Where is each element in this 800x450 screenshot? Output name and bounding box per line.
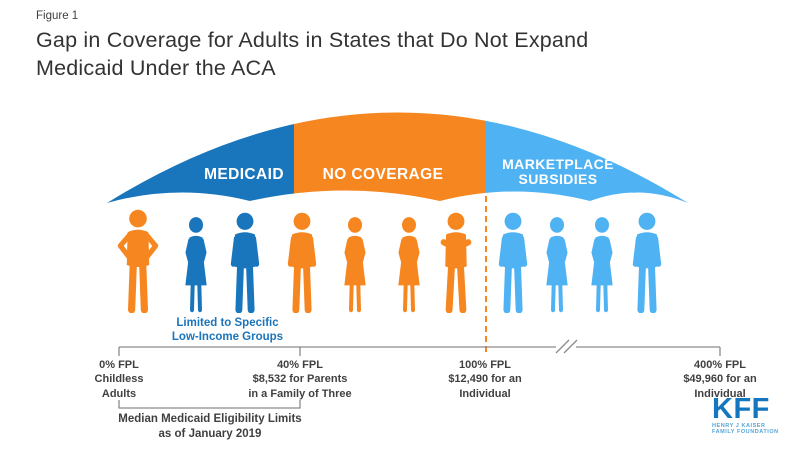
axis-tick-label-line: $12,490 for an xyxy=(448,373,522,386)
axis-tick-label: 100% FPL $12,490 for an Individual xyxy=(410,358,560,401)
axis-tick-label-line: 0% FPL xyxy=(99,359,139,371)
person-silhouette-marketplace xyxy=(546,217,568,313)
person-silhouette-medicaid xyxy=(230,212,260,313)
axis-tick-label-line: Childless xyxy=(94,373,144,386)
person-silhouette-no-coverage xyxy=(398,217,420,313)
figure-label: Figure 1 xyxy=(36,10,79,22)
page-title: Gap in Coverage for Adults in States tha… xyxy=(36,27,588,83)
fpl-axis xyxy=(118,339,721,409)
kff-logo-subtext-line1: HENRY J KAISER xyxy=(712,422,766,429)
median-note-line2: as of January 2019 xyxy=(158,427,262,440)
segment-label-no-coverage: NO COVERAGE xyxy=(322,166,444,183)
axis-tick-label-line: 400% FPL xyxy=(694,359,746,371)
axis-tick-label: 0% FPL Childless Adults xyxy=(44,358,194,401)
person-silhouette-medicaid xyxy=(185,217,207,313)
median-eligibility-bracket xyxy=(118,400,301,409)
axis-tick-label: 40% FPL $8,532 for Parents in a Family of … xyxy=(225,358,375,401)
limited-low-income-note: Limited to Specific Low-Income Groups xyxy=(140,316,315,345)
median-eligibility-note: Median Medicaid Eligibility Limits as of… xyxy=(95,412,325,442)
page-title-line2: Medicaid Under the ACA xyxy=(36,55,276,80)
axis-tick-label-line: $49,960 for an xyxy=(683,373,757,386)
axis-tick-label-line: Individual xyxy=(459,387,511,400)
segment-label-marketplace-subsidies: MARKETPLACE SUBSIDIES xyxy=(502,156,614,188)
person-silhouette-marketplace xyxy=(632,212,662,313)
person-silhouette-no-coverage xyxy=(287,212,317,313)
kff-logo: KFF HENRY J KAISER FAMILY FOUNDATION xyxy=(712,393,782,435)
umbrella-segment-no-coverage xyxy=(294,112,486,203)
axis-break-icon xyxy=(555,339,578,354)
limited-note-line2: Low-Income Groups xyxy=(171,331,284,344)
axis-tick-label: 400% FPL $49,960 for an Individual xyxy=(645,358,795,401)
umbrella-segment-medicaid xyxy=(107,112,294,203)
person-silhouette-marketplace xyxy=(591,217,613,313)
person-silhouette-no-coverage xyxy=(440,212,472,313)
axis-tick-label-line: Adults xyxy=(101,387,137,400)
axis-tick-label-line: 40% FPL xyxy=(277,359,323,371)
axis-tick-label-line: 100% FPL xyxy=(459,359,511,371)
person-silhouette-marketplace xyxy=(498,212,528,313)
person-silhouette-no-coverage xyxy=(117,209,159,313)
person-silhouette-no-coverage xyxy=(344,217,366,313)
page-title-line1: Gap in Coverage for Adults in States tha… xyxy=(36,28,589,52)
axis-tick-label-line: Individual xyxy=(694,387,746,400)
axis-tick-label-line: $8,532 for Parents xyxy=(252,373,348,386)
median-note-line1: Median Medicaid Eligibility Limits xyxy=(118,413,302,425)
kff-logo-mark: KFF xyxy=(712,393,770,425)
segment-label-medicaid: MEDICAID xyxy=(204,166,284,183)
limited-note-line1: Limited to Specific xyxy=(176,317,279,329)
axis-tick-label-line: in a Family of Three xyxy=(248,387,352,400)
axis-ticks xyxy=(118,347,721,356)
kff-logo-subtext-line2: FAMILY FOUNDATION xyxy=(712,428,779,435)
